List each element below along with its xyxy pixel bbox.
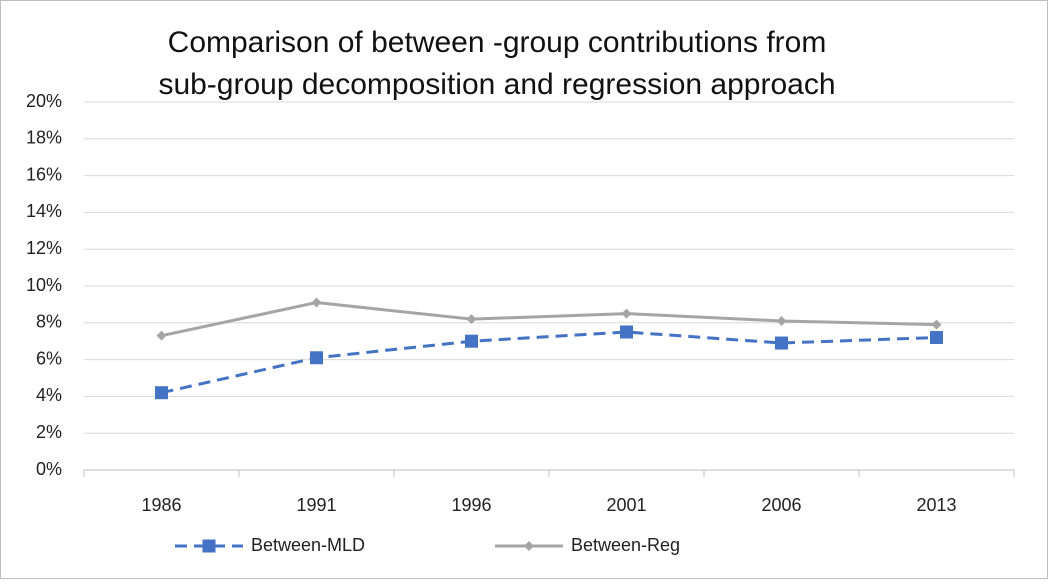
marker — [621, 308, 632, 319]
marker — [620, 325, 633, 339]
y-tick-label: 20% — [26, 91, 62, 111]
marker — [931, 319, 942, 330]
y-tick-label: 12% — [26, 238, 62, 258]
chart-title: Comparison of between -group contributio… — [168, 26, 827, 59]
y-tick-label: 0% — [36, 459, 62, 479]
x-tick-label: 1986 — [141, 495, 181, 515]
legend-label: Between-MLD — [251, 535, 365, 555]
y-tick-label: 10% — [26, 275, 62, 295]
y-tick-label: 6% — [36, 348, 62, 368]
y-tick-label: 2% — [36, 422, 62, 442]
marker — [465, 334, 478, 348]
x-tick-label: 2001 — [606, 495, 646, 515]
y-tick-label: 8% — [36, 312, 62, 332]
marker — [775, 336, 788, 350]
series-line — [161, 330, 937, 395]
x-tick-label: 2013 — [916, 495, 956, 515]
marker — [310, 351, 323, 365]
y-tick-label: 18% — [26, 128, 62, 148]
y-tick-label: 4% — [36, 385, 62, 405]
x-tick-label: 1996 — [451, 495, 491, 515]
marker — [311, 297, 322, 308]
marker — [155, 386, 168, 400]
marker — [156, 330, 167, 341]
marker — [466, 314, 477, 325]
marker — [524, 541, 534, 551]
chart-title: sub-group decomposition and regression a… — [158, 68, 835, 101]
x-tick-label: 2006 — [761, 495, 801, 515]
y-tick-label: 14% — [26, 201, 62, 221]
marker — [202, 539, 216, 553]
legend-label: Between-Reg — [571, 535, 680, 555]
marker — [930, 331, 943, 345]
series-line — [161, 301, 937, 338]
x-tick-label: 1991 — [296, 495, 336, 515]
y-tick-label: 16% — [26, 164, 62, 184]
marker — [776, 315, 787, 326]
